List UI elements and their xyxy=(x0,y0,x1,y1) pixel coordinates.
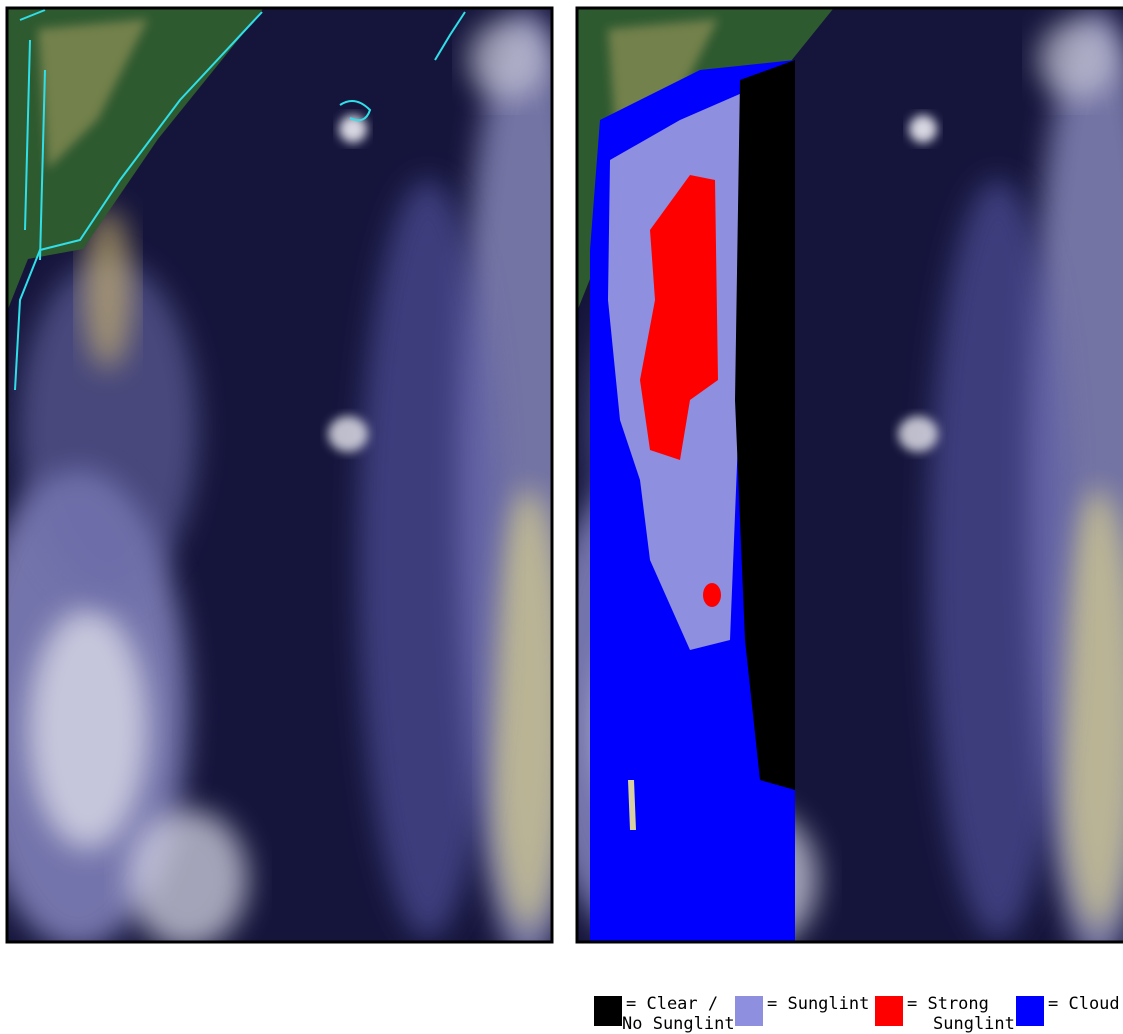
legend-label: = Sunglint xyxy=(767,994,869,1014)
figure: = Clear /No Sunglint = Sunglint = StrongSu… xyxy=(0,0,1123,1034)
legend-label: No Sunglint xyxy=(622,1014,735,1034)
legend: = Clear /No Sunglint = Sunglint = StrongSu… xyxy=(594,994,1120,1034)
page: = Clear /No Sunglint = Sunglint = StrongSu… xyxy=(0,0,1123,1034)
legend-swatch xyxy=(594,996,622,1026)
legend-label: = Cloud xyxy=(1048,994,1120,1014)
legend-label: Sunglint xyxy=(933,1014,1015,1034)
legend-swatch xyxy=(875,996,903,1026)
legend-swatch xyxy=(735,996,763,1026)
legend-label: = Clear / xyxy=(626,994,718,1014)
legend-swatch xyxy=(1016,996,1044,1026)
legend-label: = Strong xyxy=(907,994,989,1014)
right-image xyxy=(538,9,1123,969)
left-image xyxy=(0,9,598,969)
